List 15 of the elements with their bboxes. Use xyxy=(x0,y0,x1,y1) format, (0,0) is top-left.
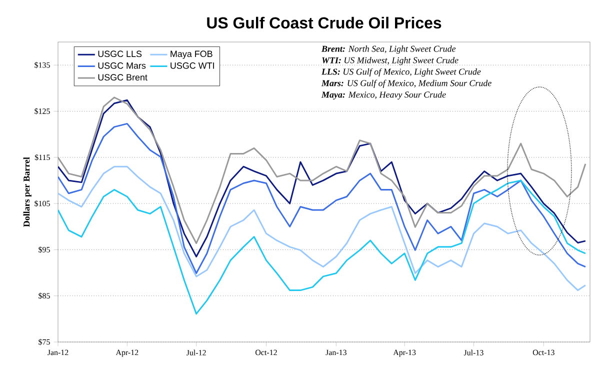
annotation: Maya: Mexico, Heavy Sour Crude xyxy=(321,91,446,100)
annotation: WTI: US Midwest, Light Sweet Crude xyxy=(322,56,458,66)
line-series xyxy=(58,166,586,292)
line-series xyxy=(58,180,586,315)
annotation: Mars: US Gulf of Mexico, Medium Sour Crude xyxy=(321,80,492,88)
y-axis-title: Dollars per Barrel xyxy=(23,157,32,227)
legend-label: USGC Brent xyxy=(98,74,148,81)
annotation: Brent: North Sea, Light Sweet Crude xyxy=(321,46,456,54)
chart-title: US Gulf Coast Crude Oil Prices xyxy=(207,16,442,29)
legend-label: USGC LLS xyxy=(98,50,142,58)
legend-label: Maya FOB xyxy=(170,50,212,59)
legend-label: USGC WTI xyxy=(170,62,214,69)
annotation: LLS: US Gulf of Mexico, Light Sweet Crude xyxy=(321,68,481,77)
legend-label: USGC Mars xyxy=(98,62,146,69)
line-series xyxy=(58,122,586,274)
